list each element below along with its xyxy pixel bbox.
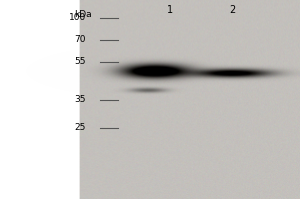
Text: 35: 35: [74, 96, 86, 104]
Text: 100: 100: [69, 14, 86, 22]
Text: 70: 70: [74, 36, 86, 45]
Text: 1: 1: [167, 5, 173, 15]
Text: 55: 55: [74, 58, 86, 66]
Text: 25: 25: [75, 123, 86, 132]
Text: kDa: kDa: [74, 10, 92, 19]
Text: 2: 2: [229, 5, 235, 15]
